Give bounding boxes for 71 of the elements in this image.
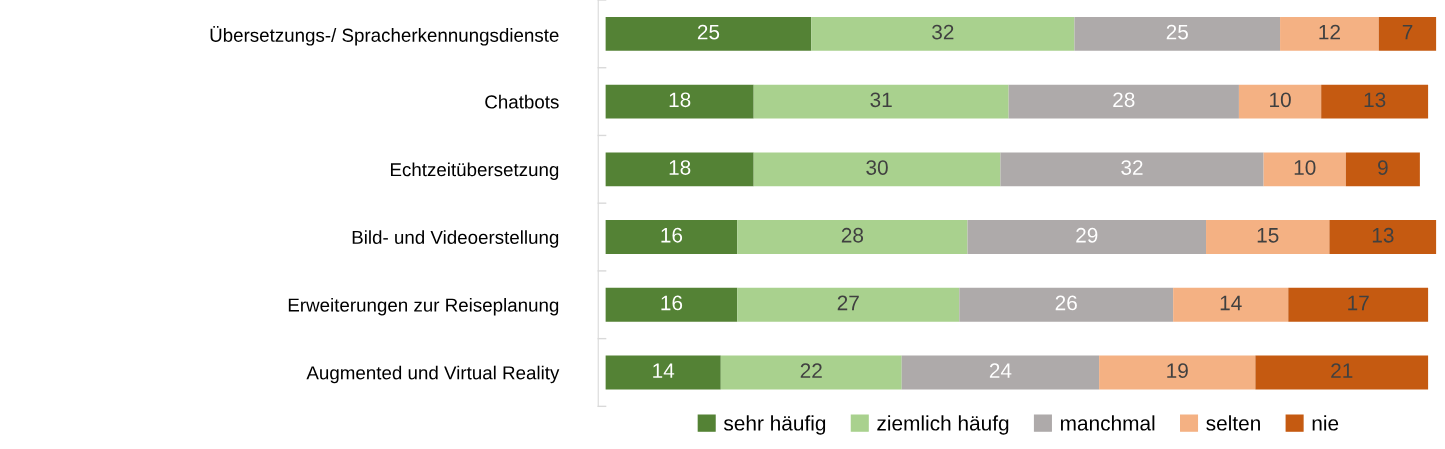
legend-label: nie — [1312, 415, 1339, 431]
data-label: 9 — [1378, 160, 1388, 175]
data-label: 24 — [989, 363, 1012, 378]
data-label: 12 — [1319, 24, 1340, 40]
bar — [1378, 16, 1437, 51]
data-label: 19 — [1167, 363, 1188, 379]
y-tick-label: Augmented und Virtual Reality — [306, 365, 560, 384]
bar — [1074, 16, 1281, 51]
data-label: 13 — [1372, 227, 1394, 243]
bar — [737, 287, 960, 322]
data-label: 13 — [1364, 92, 1386, 108]
y-tick-label: Echtzeitübersetzung — [391, 162, 559, 180]
bar — [605, 84, 754, 119]
data-label: 7 — [1402, 24, 1413, 40]
bar — [605, 152, 754, 187]
data-label: 14 — [653, 363, 675, 378]
bar — [605, 287, 738, 322]
bar — [1321, 84, 1429, 119]
y-tick-label: Bild- und Videoerstellung — [352, 230, 559, 248]
data-label: 10 — [1270, 92, 1291, 108]
bar — [1280, 16, 1379, 51]
legend-label: sehr häufig — [723, 415, 826, 435]
bar — [811, 16, 1075, 51]
data-label: 16 — [661, 295, 683, 311]
y-tick-label: Übersetzungs-/ Spracherkennungsdienste — [210, 26, 559, 46]
bar — [605, 16, 812, 51]
data-label: 26 — [1055, 295, 1077, 311]
bar — [1008, 84, 1239, 119]
data-label: 31 — [870, 92, 892, 108]
bar — [967, 220, 1207, 254]
y-tick-label: Chatbots — [485, 94, 559, 109]
legend-label: ziemlich häufg — [877, 415, 1009, 435]
bar — [737, 220, 968, 254]
data-label: 17 — [1348, 295, 1369, 311]
bar — [1288, 287, 1429, 322]
bar — [1238, 84, 1322, 119]
data-label: 32 — [932, 24, 954, 40]
data-label: 14 — [1220, 295, 1242, 311]
bar — [720, 355, 902, 390]
bar — [1099, 355, 1256, 390]
data-label: 22 — [800, 363, 822, 378]
bar — [605, 220, 738, 254]
bar — [753, 152, 1001, 187]
data-label: 28 — [841, 227, 864, 243]
data-label: 10 — [1294, 160, 1316, 175]
bar — [1263, 152, 1346, 187]
y-tick-label: Erweiterungen zur Reiseplanung — [288, 297, 559, 316]
bar — [753, 84, 1009, 119]
data-label: 29 — [1076, 227, 1098, 243]
data-label: 25 — [1166, 24, 1188, 40]
data-label: 28 — [1113, 92, 1135, 108]
data-label: 18 — [669, 92, 691, 108]
data-label: 27 — [837, 295, 859, 311]
data-label: 18 — [669, 160, 691, 175]
bar — [1173, 287, 1289, 322]
bar — [1255, 355, 1429, 390]
bar — [1329, 220, 1437, 254]
data-label: 15 — [1257, 228, 1279, 243]
bar — [1345, 152, 1420, 187]
bar — [1000, 152, 1264, 187]
data-label: 25 — [697, 24, 720, 40]
bar — [901, 355, 1100, 390]
data-label: 32 — [1121, 160, 1143, 175]
legend-label: manchmal — [1060, 415, 1155, 431]
legend-label: selten — [1206, 415, 1260, 431]
data-label: 16 — [661, 227, 683, 243]
data-label: 30 — [866, 160, 888, 175]
bar — [1206, 220, 1330, 254]
bar — [605, 355, 721, 390]
data-label: 21 — [1331, 363, 1353, 378]
bar — [959, 287, 1174, 322]
